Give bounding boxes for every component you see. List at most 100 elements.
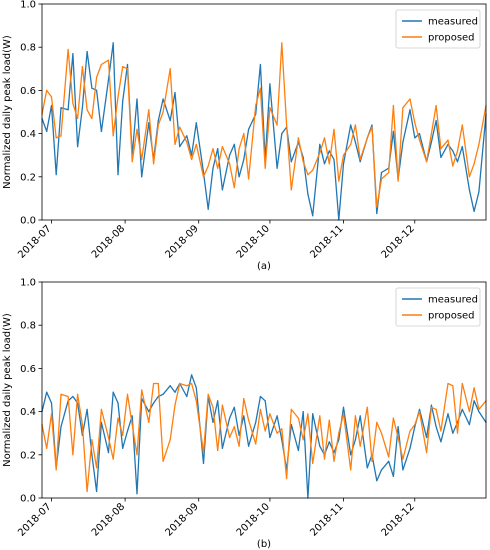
data-point-measured — [435, 426, 437, 428]
legend: measured proposed — [395, 9, 481, 49]
x-tick-label: 2018-10 — [235, 501, 272, 538]
data-point-measured — [281, 439, 283, 441]
data-point-proposed — [333, 128, 335, 130]
data-point-proposed — [350, 143, 352, 145]
data-point-proposed — [350, 469, 352, 471]
data-point-measured — [371, 124, 373, 126]
data-point-proposed — [131, 161, 133, 163]
data-point-proposed — [169, 439, 171, 441]
data-point-proposed — [359, 445, 361, 447]
data-point-proposed — [388, 171, 390, 174]
data-point-proposed — [286, 478, 288, 480]
data-point-measured — [473, 400, 475, 402]
data-point-measured — [148, 122, 150, 124]
data-point-proposed — [157, 124, 159, 126]
data-point-proposed — [328, 163, 330, 165]
data-point-proposed — [243, 398, 245, 400]
data-point-proposed — [478, 408, 480, 410]
data-point-proposed — [91, 439, 93, 441]
data-point-measured — [452, 150, 454, 152]
data-point-measured — [122, 447, 124, 449]
data-point-proposed — [414, 424, 416, 426]
data-point-proposed — [392, 104, 394, 107]
data-point-measured — [169, 120, 171, 122]
data-point-proposed — [157, 382, 159, 385]
data-point-proposed — [269, 413, 271, 415]
data-point-measured — [418, 408, 421, 410]
data-point-proposed — [461, 382, 463, 385]
x-tick-label: 2018-11 — [308, 223, 345, 260]
data-point-proposed — [319, 152, 321, 154]
data-point-proposed — [409, 430, 411, 432]
data-point-proposed — [328, 419, 330, 421]
data-point-proposed — [452, 165, 454, 167]
data-point-proposed — [392, 417, 394, 419]
data-point-measured — [290, 161, 292, 163]
data-point-proposed — [112, 135, 114, 137]
data-point-measured — [333, 158, 335, 161]
data-point-measured — [388, 460, 390, 462]
legend-label-measured: measured — [428, 17, 478, 28]
data-point-measured — [435, 120, 437, 122]
data-point-measured — [191, 154, 193, 156]
data-point-proposed — [202, 176, 205, 178]
data-point-proposed — [86, 109, 88, 111]
data-point-measured — [259, 395, 261, 398]
data-point-measured — [195, 387, 197, 389]
data-point-proposed — [297, 417, 299, 419]
data-point-proposed — [359, 158, 361, 161]
data-point-proposed — [202, 452, 205, 454]
data-point-measured — [319, 445, 321, 447]
data-point-proposed — [297, 137, 299, 139]
data-point-proposed — [221, 404, 223, 406]
data-point-measured — [452, 432, 454, 434]
data-point-proposed — [217, 449, 219, 452]
data-point-proposed — [286, 124, 288, 126]
x-tick-label: 2018-09 — [163, 223, 200, 260]
data-point-measured — [243, 415, 245, 417]
data-point-measured — [478, 411, 480, 413]
data-point-measured — [359, 161, 361, 163]
data-point-measured — [302, 411, 304, 413]
y-tick-label: 0.4 — [20, 129, 36, 140]
data-point-measured — [402, 141, 404, 143]
data-point-proposed — [141, 158, 143, 161]
data-point-proposed — [366, 137, 368, 139]
data-point-proposed — [195, 400, 197, 402]
data-point-proposed — [186, 385, 188, 387]
data-point-proposed — [333, 460, 335, 462]
legend-label-proposed: proposed — [428, 33, 475, 44]
data-point-proposed — [46, 447, 48, 449]
data-point-measured — [221, 189, 223, 191]
data-point-proposed — [229, 163, 231, 165]
data-point-measured — [276, 167, 278, 169]
x-tick-label: 2018-11 — [308, 501, 345, 538]
data-point-measured — [414, 426, 416, 428]
data-point-measured — [212, 421, 214, 423]
data-point-proposed — [112, 458, 114, 460]
data-point-measured — [229, 154, 231, 156]
data-point-proposed — [136, 128, 138, 130]
data-point-proposed — [447, 382, 449, 385]
legend-box — [395, 9, 481, 49]
data-point-proposed — [461, 124, 463, 126]
data-point-measured — [312, 413, 314, 415]
data-point-measured — [233, 143, 235, 145]
data-point-proposed — [238, 445, 240, 447]
data-point-measured — [468, 189, 470, 191]
data-point-measured — [100, 421, 102, 423]
x-tick-label: 2018-07 — [16, 501, 53, 538]
data-point-proposed — [312, 462, 314, 464]
data-point-measured — [174, 92, 176, 94]
data-point-measured — [323, 163, 326, 165]
data-point-proposed — [136, 454, 138, 456]
y-tick-label: 0.8 — [20, 321, 36, 332]
data-point-proposed — [131, 424, 133, 426]
data-point-measured — [366, 467, 368, 469]
data-point-measured — [72, 395, 74, 398]
data-point-proposed — [290, 408, 292, 410]
data-point-proposed — [50, 96, 53, 98]
data-point-proposed — [430, 133, 432, 135]
data-point-proposed — [233, 187, 235, 189]
data-point-measured — [217, 400, 219, 402]
